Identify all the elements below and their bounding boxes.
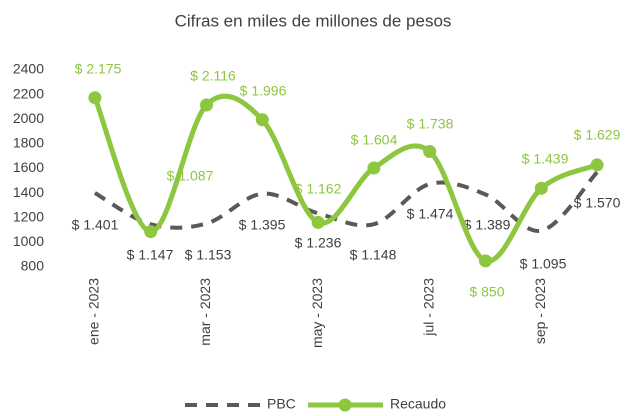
data-label: $ 1.401 (72, 217, 119, 233)
data-label: $ 2.116 (190, 68, 236, 84)
y-tick-label: 1000 (13, 233, 44, 249)
x-tick-label: may - 2023 (309, 278, 325, 348)
y-tick-label: 2200 (13, 85, 44, 101)
series-line (92, 93, 600, 264)
data-label: $ 1.389 (464, 217, 511, 233)
data-label: $ 1.996 (240, 83, 287, 99)
data-label: $ 1.395 (239, 217, 286, 233)
x-tick-label: mar - 2023 (197, 278, 213, 346)
data-label: $ 1.162 (295, 181, 342, 197)
y-tick-label: 1600 (13, 159, 44, 175)
data-label: $ 1.738 (407, 116, 454, 132)
data-label: $ 1.629 (574, 127, 621, 143)
y-tick-label: 2000 (13, 110, 44, 126)
chart-title: Cifras en miles de millones de pesos (175, 11, 452, 30)
data-label: $ 1.095 (520, 256, 567, 272)
y-tick-label: 800 (21, 258, 45, 274)
point (534, 181, 548, 195)
point (423, 145, 437, 159)
data-label: $ 1.236 (295, 235, 342, 251)
point (88, 91, 102, 105)
y-tick-label: 1200 (13, 208, 44, 224)
data-label: $ 2.175 (75, 61, 122, 77)
data-label: $ 1.147 (127, 247, 174, 263)
legend-marker (338, 398, 352, 412)
data-label: $ 1.604 (351, 132, 398, 148)
data-label: $ 1.474 (407, 206, 454, 222)
data-label: $ 1.439 (522, 151, 569, 167)
point (590, 158, 604, 172)
point (367, 161, 381, 175)
y-tick-label: 2400 (13, 61, 44, 77)
point (144, 225, 158, 239)
data-label: $ 1.087 (167, 168, 214, 184)
y-tick-label: 1800 (13, 135, 44, 151)
series-line (93, 170, 599, 233)
legend-label: PBC (267, 396, 296, 412)
data-label: $ 850 (469, 284, 504, 300)
x-tick-label: ene - 2023 (86, 278, 102, 345)
x-tick-label: sep - 2023 (532, 278, 548, 344)
point (200, 98, 213, 112)
data-label: $ 1.153 (185, 247, 232, 263)
x-tick-label: jul - 2023 (420, 278, 436, 337)
point (311, 215, 325, 229)
data-label: $ 1.570 (574, 195, 621, 211)
y-tick-label: 1400 (13, 184, 44, 200)
data-label: $ 1.148 (350, 247, 397, 263)
point (255, 113, 269, 127)
point (479, 254, 492, 268)
legend-label: Recaudo (390, 396, 446, 412)
